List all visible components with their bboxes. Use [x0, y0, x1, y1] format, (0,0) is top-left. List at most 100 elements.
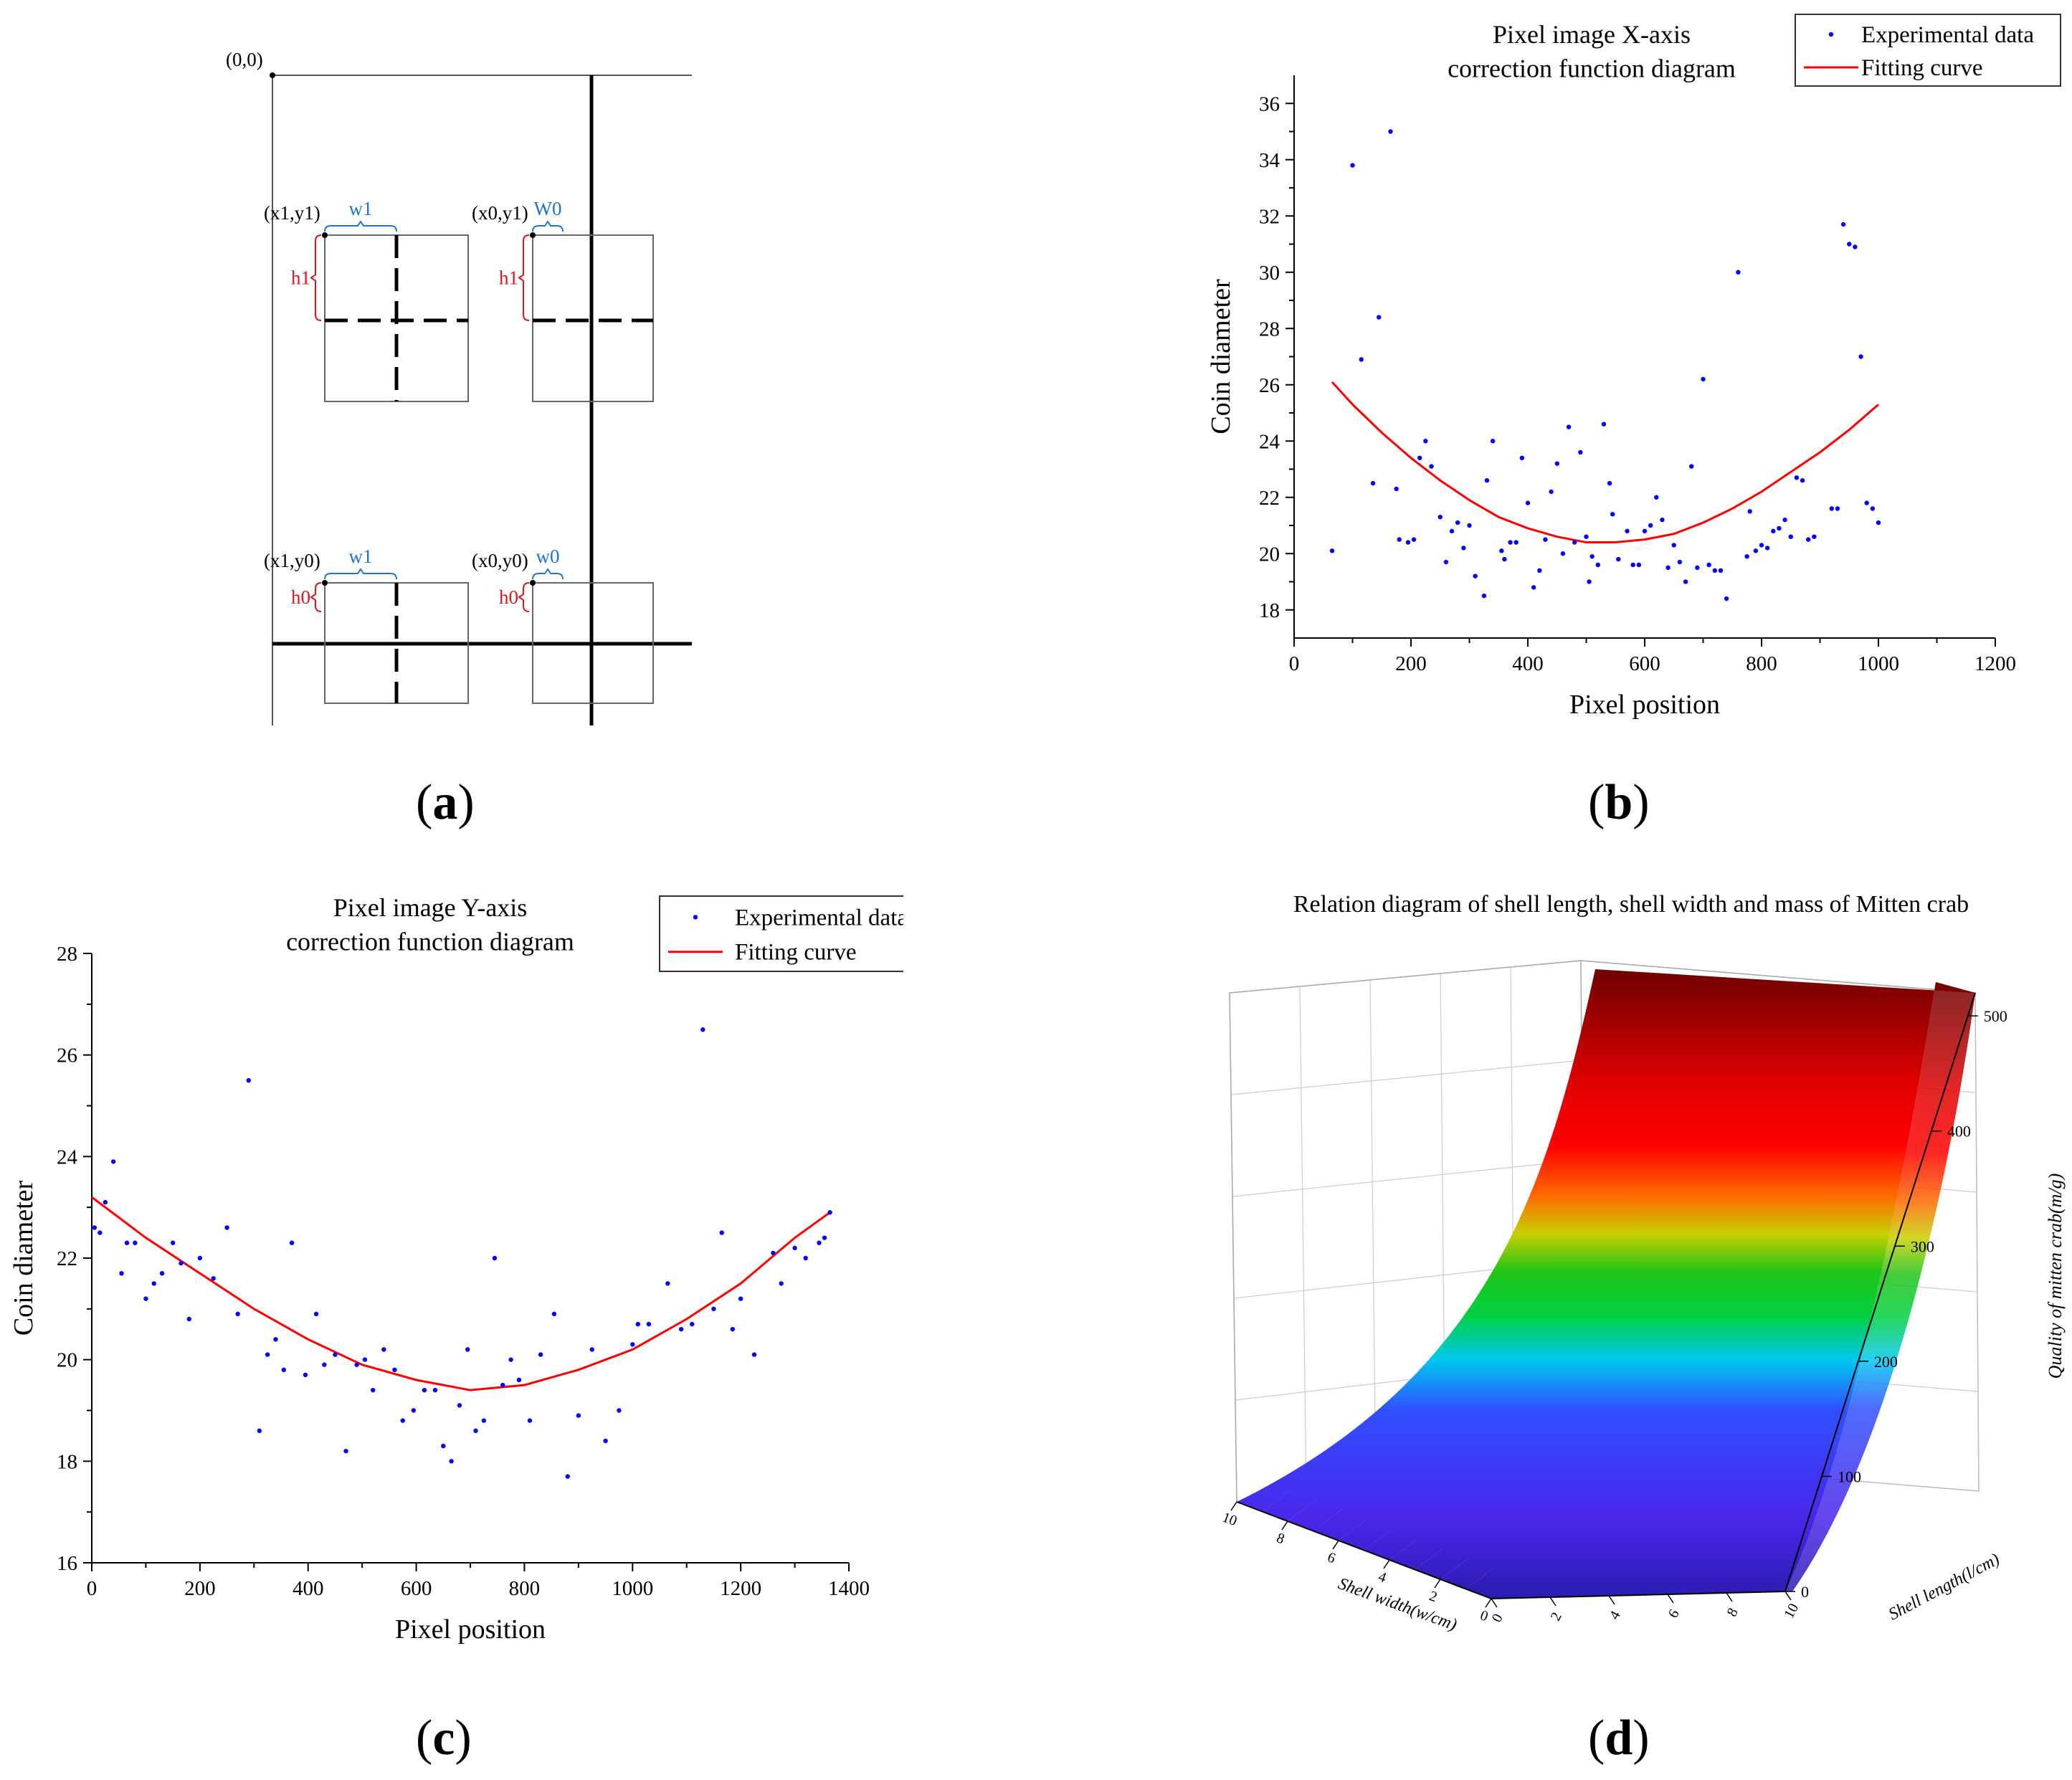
data-point	[1329, 548, 1335, 553]
width-tick-label: 8	[1275, 1530, 1287, 1547]
mass-tick-label: 0	[1801, 1583, 1809, 1601]
length-tick-label: 0	[1489, 1612, 1506, 1625]
data-point	[1490, 439, 1496, 444]
data-point	[1800, 478, 1805, 483]
data-point	[465, 1347, 470, 1352]
y-tick-label: 16	[57, 1552, 77, 1575]
y-tick-label: 32	[1259, 205, 1280, 228]
data-point	[1847, 242, 1852, 247]
data-point	[449, 1459, 454, 1464]
x-tick-label: 1400	[828, 1577, 870, 1600]
data-point	[1736, 270, 1741, 275]
data-point	[1858, 354, 1863, 359]
height-brace-3	[310, 582, 322, 612]
width-brace-1	[324, 220, 397, 232]
length-tick-label: 6	[1665, 1607, 1683, 1621]
x-tick-label: 1000	[1858, 652, 1899, 675]
data-point	[1473, 573, 1478, 579]
data-point	[1560, 551, 1566, 556]
chart-title-line-1: Pixel image X-axis	[1493, 20, 1691, 49]
data-point	[1771, 528, 1776, 534]
data-point	[1788, 534, 1793, 539]
x-axis-label: Pixel position	[1569, 690, 1720, 720]
panel-d-chart: Relation diagram of shell length, shell …	[1190, 875, 2072, 1685]
cell-corner-point-1	[322, 232, 328, 238]
height-label-1: h1	[291, 267, 310, 289]
data-point	[822, 1235, 827, 1240]
data-point	[362, 1357, 368, 1362]
data-point	[371, 1387, 376, 1393]
width-tick	[1434, 1579, 1441, 1589]
x-tick-label: 600	[1629, 652, 1660, 675]
data-point	[1665, 565, 1671, 571]
data-point	[589, 1347, 594, 1352]
data-point	[738, 1296, 743, 1301]
data-point	[246, 1077, 251, 1083]
data-point	[119, 1271, 124, 1276]
origin-point	[270, 72, 275, 78]
surface-mesh-line	[1364, 1528, 1393, 1551]
legend-label-fitting: Fitting curve	[1861, 55, 1983, 81]
x-tick-label: 1200	[1974, 652, 2016, 675]
x-tick-label: 400	[1512, 652, 1544, 675]
data-point	[98, 1230, 103, 1235]
data-point	[289, 1240, 295, 1245]
data-point	[1747, 509, 1752, 514]
y-tick-label: 24	[1259, 430, 1280, 453]
width-label-3: w1	[349, 546, 373, 567]
data-point	[1835, 506, 1840, 511]
length-axis-label: Shell length(l/cm)	[1886, 1550, 2002, 1624]
data-point	[635, 1321, 641, 1327]
surface-side-face	[1785, 982, 1975, 1591]
data-point	[151, 1281, 156, 1286]
data-point	[343, 1448, 348, 1454]
y-tick-label: 20	[57, 1349, 77, 1372]
chart-title-line-2: correction function diagram	[1448, 54, 1736, 83]
surface-mesh-line	[1465, 1567, 1495, 1589]
length-tick	[1608, 1595, 1615, 1605]
mass-axis-line	[1785, 992, 1976, 1592]
data-point	[1689, 464, 1694, 469]
data-point	[1578, 449, 1583, 455]
width-tick-label: 0	[1478, 1607, 1491, 1624]
data-point	[313, 1311, 319, 1317]
data-point	[1484, 478, 1490, 483]
data-point	[1683, 579, 1688, 584]
y-tick-label: 26	[1259, 374, 1280, 397]
panel-label-c: (c)	[416, 1710, 472, 1766]
data-point	[1718, 568, 1724, 573]
data-point	[1549, 489, 1554, 495]
data-point	[1388, 129, 1393, 134]
data-point	[1806, 537, 1811, 542]
data-point	[779, 1281, 784, 1286]
x-tick-label: 1000	[612, 1577, 653, 1600]
width-tick-label: 10	[1220, 1510, 1239, 1530]
length-tick-label: 8	[1724, 1606, 1741, 1619]
data-point	[1876, 520, 1881, 525]
surface-mesh-line	[1415, 1548, 1444, 1570]
data-point	[500, 1382, 505, 1388]
data-point	[1537, 568, 1542, 573]
data-point	[197, 1255, 203, 1261]
origin-label: (0,0)	[226, 49, 263, 70]
data-point	[103, 1199, 108, 1205]
data-point	[1864, 500, 1869, 505]
data-point	[492, 1255, 498, 1261]
data-point	[1405, 540, 1411, 545]
left-wall-edge	[1229, 992, 1237, 1503]
data-point	[630, 1342, 635, 1347]
data-point	[1870, 506, 1876, 511]
data-point	[257, 1428, 262, 1434]
data-point	[1701, 376, 1706, 382]
data-point	[690, 1321, 695, 1327]
y-tick-label: 20	[1259, 543, 1280, 566]
data-point	[411, 1408, 416, 1413]
surface-mesh-line	[1440, 1557, 1470, 1580]
mass-tick-label: 400	[1947, 1123, 1971, 1141]
data-point	[1429, 464, 1434, 469]
data-point	[1625, 528, 1630, 534]
data-point	[354, 1362, 359, 1367]
surface-mesh-line	[1262, 1490, 1291, 1512]
surface-shape	[1237, 969, 1975, 1599]
data-point	[700, 1027, 705, 1032]
